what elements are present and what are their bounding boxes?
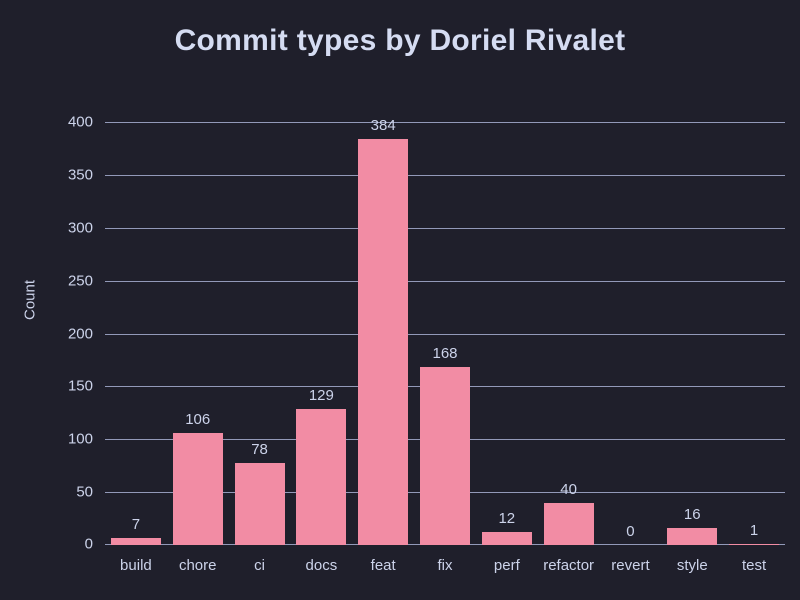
bar-value-label-ci: 78 [251,441,268,458]
xtick-label-perf: perf [493,557,520,574]
plot-area: 0 50 100 150 200 250 300 350 400 7 106 78 129 384 168… [68,114,785,574]
ytick-label-400: 400 [67,113,93,131]
ytick-label-250: 250 [67,272,93,290]
xtick-label-style: style [676,557,708,574]
bar-chore [173,433,223,545]
xtick-label-refactor: refactor [543,557,595,574]
xtick-label-feat: feat [370,557,396,574]
ytick-label-150: 150 [67,377,93,395]
xtick-label-chore: chore [178,557,217,574]
bar-value-label-style: 16 [683,506,701,523]
bar-value-label-feat: 384 [370,117,396,134]
gridline-y-300 [105,228,785,229]
bar-value-label-refactor: 40 [560,481,577,498]
bar-test [729,544,779,545]
bar-style [667,528,717,545]
gridline-y-200 [105,334,785,335]
bar-value-label-fix: 168 [432,345,458,362]
ytick-label-100: 100 [67,430,93,448]
bar-value-label-build: 7 [131,516,141,533]
xtick-label-revert: revert [611,557,650,574]
bar-value-label-test: 1 [749,522,759,539]
bar-ci [235,463,285,545]
bar-build [111,538,161,545]
bar-value-label-revert: 0 [626,523,635,540]
chart-title: Commit types by Doriel Rivalet [174,24,626,57]
bar-value-label-chore: 106 [185,411,211,428]
ytick-label-0: 0 [84,535,93,553]
xtick-label-test: test [741,557,767,574]
gridline-y-250 [105,281,785,282]
ytick-label-300: 300 [67,219,93,237]
gridline-y-350 [105,175,785,176]
bar-value-label-perf: 12 [498,510,516,527]
xtick-label-fix: fix [437,557,453,574]
bar-fix [420,367,470,545]
bar-value-label-docs: 129 [308,387,334,404]
xtick-label-ci: ci [254,557,265,574]
ytick-label-200: 200 [67,325,93,343]
bar-feat [358,139,408,545]
bar-docs [296,409,346,545]
gridline-y-400 [105,122,785,123]
bar-perf [482,532,532,545]
ytick-label-350: 350 [67,166,93,184]
ytick-label-50: 50 [76,483,93,501]
xtick-label-build: build [120,557,152,574]
xtick-label-docs: docs [305,557,338,574]
bar-refactor [544,503,594,545]
y-axis-label: Count [21,279,39,321]
